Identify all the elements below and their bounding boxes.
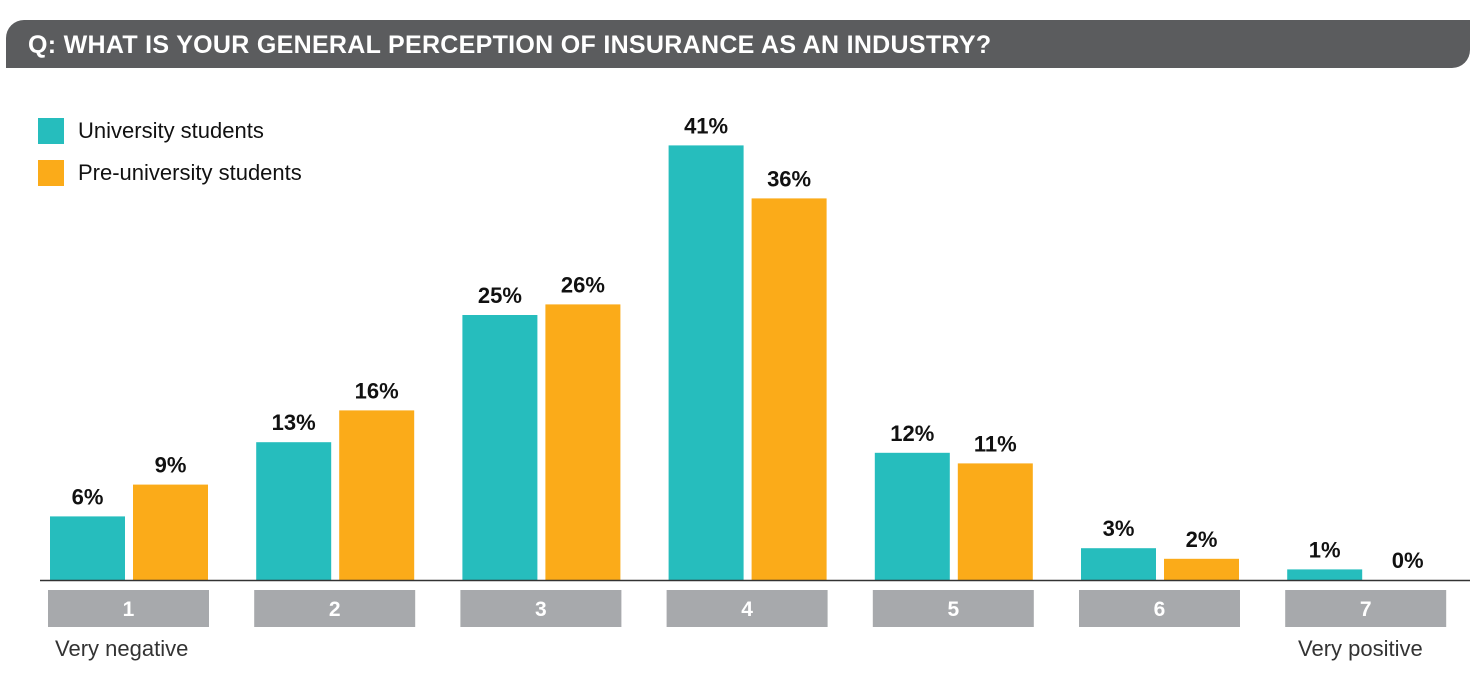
- category-label: 6: [1154, 598, 1166, 621]
- bar-pre-university-6: [1164, 558, 1239, 580]
- legend-label: University students: [78, 118, 264, 143]
- category-label: 2: [329, 598, 341, 621]
- data-label: 1%: [1309, 537, 1341, 562]
- legend-label: Pre-university students: [78, 160, 302, 185]
- chart-title-bar: Q: WHAT IS YOUR GENERAL PERCEPTION OF IN…: [6, 20, 1470, 68]
- category-box-5: [872, 590, 1034, 627]
- bar-pre-university-4: [751, 198, 827, 580]
- legend-item-pre-university: Pre-university students: [38, 152, 302, 194]
- bar-university-6: [1081, 548, 1156, 580]
- legend: University students Pre-university stude…: [38, 110, 302, 194]
- chart-title: Q: WHAT IS YOUR GENERAL PERCEPTION OF IN…: [28, 31, 992, 59]
- data-label: 2%: [1186, 527, 1218, 552]
- data-label: 6%: [72, 484, 104, 509]
- category-label: 7: [1360, 598, 1372, 621]
- category-box-2: [254, 590, 416, 627]
- bar-pre-university-5: [957, 463, 1033, 580]
- bar-university-7: [1287, 569, 1363, 580]
- category-box-4: [666, 590, 828, 627]
- bar-pre-university-3: [545, 304, 621, 580]
- bar-university-5: [874, 452, 950, 580]
- bar-pre-university-1: [133, 484, 208, 580]
- category-label: 5: [947, 598, 959, 621]
- data-label: 16%: [355, 378, 399, 403]
- data-label: 41%: [684, 113, 728, 138]
- data-label: 3%: [1103, 516, 1135, 541]
- data-label: 26%: [561, 272, 605, 297]
- category-box-1: [48, 590, 209, 627]
- bar-university-1: [50, 516, 125, 580]
- bar-university-4: [668, 145, 744, 580]
- data-label: 11%: [974, 431, 1017, 456]
- category-label: 3: [535, 598, 547, 621]
- category-label: 4: [741, 598, 753, 621]
- scale-high-label: Very positive: [1298, 636, 1423, 661]
- legend-swatch-pre-university: [38, 160, 64, 186]
- data-label: 0%: [1392, 548, 1424, 573]
- legend-item-university: University students: [38, 110, 302, 152]
- category-label: 1: [123, 598, 135, 621]
- data-label: 25%: [478, 283, 522, 308]
- category-box-3: [460, 590, 622, 627]
- category-box-7: [1285, 590, 1447, 627]
- bar-pre-university-2: [339, 410, 415, 580]
- data-label: 12%: [890, 421, 934, 446]
- data-label: 13%: [272, 410, 316, 435]
- data-label: 36%: [767, 166, 811, 191]
- data-label: 9%: [155, 453, 187, 478]
- category-box-6: [1079, 590, 1240, 627]
- legend-swatch-university: [38, 118, 64, 144]
- scale-low-label: Very negative: [55, 636, 189, 661]
- bar-university-3: [462, 315, 538, 580]
- bar-university-2: [256, 442, 332, 580]
